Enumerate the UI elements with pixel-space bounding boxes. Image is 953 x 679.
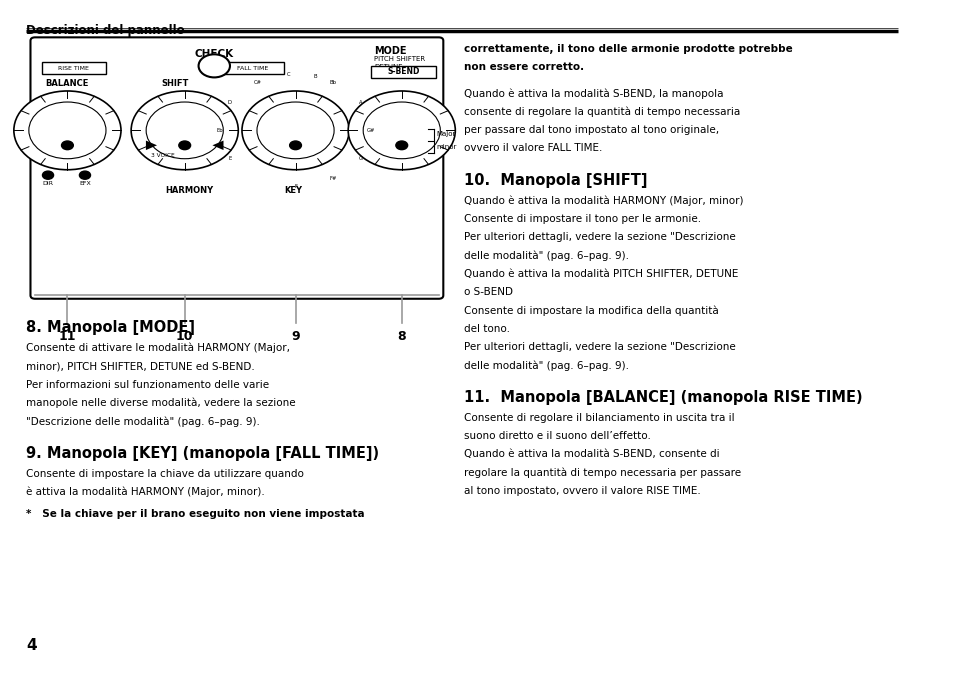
Circle shape [290, 141, 301, 149]
Text: al tono impostato, ovvero il valore RISE TIME.: al tono impostato, ovvero il valore RISE… [463, 486, 700, 496]
Text: per passare dal tono impostato al tono originale,: per passare dal tono impostato al tono o… [463, 125, 718, 135]
Text: 10: 10 [175, 330, 193, 343]
Text: C: C [287, 73, 291, 77]
Circle shape [256, 102, 334, 159]
Text: FALL TIME: FALL TIME [236, 66, 268, 71]
Text: non essere corretto.: non essere corretto. [463, 62, 583, 73]
Text: PITCH SHIFTER: PITCH SHIFTER [374, 56, 425, 62]
Text: KEY: KEY [284, 186, 302, 195]
Text: Consente di impostare la modifica della quantità: Consente di impostare la modifica della … [463, 306, 718, 316]
Circle shape [14, 91, 121, 170]
Circle shape [79, 171, 91, 179]
Circle shape [395, 141, 407, 149]
Text: manopole nelle diverse modalità, vedere la sezione: manopole nelle diverse modalità, vedere … [26, 398, 295, 408]
Text: o S-BEND: o S-BEND [463, 287, 512, 297]
Text: RISE TIME: RISE TIME [58, 66, 90, 71]
Circle shape [178, 141, 191, 149]
Text: Bb: Bb [330, 79, 336, 85]
FancyBboxPatch shape [371, 66, 436, 78]
Text: BALANCE: BALANCE [46, 79, 89, 88]
Text: DIR: DIR [43, 181, 53, 185]
Circle shape [348, 91, 455, 170]
Text: correttamente, il tono delle armonie prodotte potrebbe: correttamente, il tono delle armonie pro… [463, 44, 792, 54]
Text: Per informazioni sul funzionamento delle varie: Per informazioni sul funzionamento delle… [26, 380, 269, 390]
Text: F#: F# [330, 176, 336, 181]
Circle shape [363, 102, 440, 159]
Text: "Descrizione delle modalità" (pag. 6–pag. 9).: "Descrizione delle modalità" (pag. 6–pag… [26, 416, 259, 426]
Text: E: E [228, 155, 232, 161]
Polygon shape [146, 141, 157, 150]
Text: 4: 4 [26, 638, 36, 653]
Text: S-BEND: S-BEND [387, 67, 419, 77]
Text: è attiva la modalità HARMONY (Major, minor).: è attiva la modalità HARMONY (Major, min… [26, 487, 264, 497]
Text: 8: 8 [397, 330, 406, 343]
Circle shape [29, 102, 106, 159]
Circle shape [146, 102, 223, 159]
FancyBboxPatch shape [220, 62, 284, 74]
Text: suono diretto e il suono dell’effetto.: suono diretto e il suono dell’effetto. [463, 431, 650, 441]
Text: SHIFT: SHIFT [162, 79, 189, 88]
Text: 9. Manopola [KEY] (manopola [FALL TIME]): 9. Manopola [KEY] (manopola [FALL TIME]) [26, 446, 378, 461]
Text: Consente di impostare la chiave da utilizzare quando: Consente di impostare la chiave da utili… [26, 469, 303, 479]
Text: MODE: MODE [374, 46, 406, 56]
Text: Descrizioni del pannello: Descrizioni del pannello [26, 24, 184, 37]
Text: 10.  Manopola [SHIFT]: 10. Manopola [SHIFT] [463, 173, 646, 188]
Text: 11: 11 [58, 330, 76, 343]
FancyBboxPatch shape [43, 62, 106, 74]
Text: ovvero il valore FALL TIME.: ovvero il valore FALL TIME. [463, 143, 601, 153]
Text: HARMONY: HARMONY [165, 186, 213, 195]
Text: Per ulteriori dettagli, vedere la sezione "Descrizione: Per ulteriori dettagli, vedere la sezion… [463, 342, 735, 352]
Text: 9: 9 [291, 330, 299, 343]
Text: D: D [228, 100, 232, 105]
Circle shape [43, 171, 53, 179]
Text: A: A [359, 100, 362, 105]
Circle shape [131, 91, 238, 170]
Text: Per ulteriori dettagli, vedere la sezione "Descrizione: Per ulteriori dettagli, vedere la sezion… [463, 232, 735, 242]
Text: G#: G# [367, 128, 375, 133]
Text: regolare la quantità di tempo necessaria per passare: regolare la quantità di tempo necessaria… [463, 468, 740, 478]
Text: minor: minor [436, 145, 456, 150]
FancyBboxPatch shape [30, 37, 443, 299]
Text: EFX: EFX [79, 181, 91, 185]
Text: delle modalità" (pag. 6–pag. 9).: delle modalità" (pag. 6–pag. 9). [463, 251, 628, 261]
Text: Consente di impostare il tono per le armonie.: Consente di impostare il tono per le arm… [463, 214, 700, 224]
Text: CHECK: CHECK [194, 49, 233, 59]
Text: C#: C# [253, 79, 261, 85]
Text: 8. Manopola [MODE]: 8. Manopola [MODE] [26, 320, 194, 335]
Text: delle modalità" (pag. 6–pag. 9).: delle modalità" (pag. 6–pag. 9). [463, 361, 628, 371]
Text: Quando è attiva la modalità S-BEND, la manopola: Quando è attiva la modalità S-BEND, la m… [463, 88, 722, 98]
Text: B: B [313, 74, 316, 79]
Text: 3 VOICE: 3 VOICE [151, 153, 174, 158]
Text: 11.  Manopola [BALANCE] (manopola RISE TIME): 11. Manopola [BALANCE] (manopola RISE TI… [463, 390, 862, 405]
Text: G: G [358, 155, 363, 161]
Circle shape [242, 91, 349, 170]
Text: minor), PITCH SHIFTER, DETUNE ed S-BEND.: minor), PITCH SHIFTER, DETUNE ed S-BEND. [26, 361, 254, 371]
Text: consente di regolare la quantità di tempo necessaria: consente di regolare la quantità di temp… [463, 107, 740, 117]
Text: Major: Major [436, 132, 456, 137]
Text: *   Se la chiave per il brano eseguito non viene impostata: * Se la chiave per il brano eseguito non… [26, 509, 364, 519]
Text: Quando è attiva la modalità HARMONY (Major, minor): Quando è attiva la modalità HARMONY (Maj… [463, 196, 742, 206]
Text: Quando è attiva la modalità PITCH SHIFTER, DETUNE: Quando è attiva la modalità PITCH SHIFTE… [463, 269, 738, 279]
Text: F: F [294, 183, 296, 189]
Text: DETUNE: DETUNE [374, 64, 402, 70]
Polygon shape [213, 141, 223, 150]
Text: Eb: Eb [216, 128, 223, 133]
Circle shape [198, 54, 230, 77]
Text: Consente di attivare le modalità HARMONY (Major,: Consente di attivare le modalità HARMONY… [26, 343, 290, 353]
Text: Consente di regolare il bilanciamento in uscita tra il: Consente di regolare il bilanciamento in… [463, 413, 734, 423]
Text: Quando è attiva la modalità S-BEND, consente di: Quando è attiva la modalità S-BEND, cons… [463, 449, 719, 460]
Circle shape [61, 141, 73, 149]
Text: del tono.: del tono. [463, 324, 509, 334]
